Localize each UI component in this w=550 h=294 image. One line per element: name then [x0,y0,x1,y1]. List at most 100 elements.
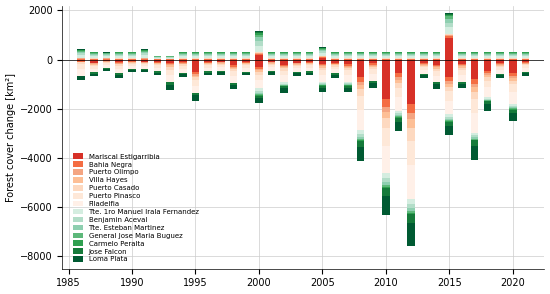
Bar [255,80,263,88]
Bar [217,59,224,60]
Bar [458,52,466,53]
Bar [369,66,377,67]
Bar [293,64,301,65]
Bar [205,62,212,63]
Bar [78,76,85,80]
Bar [230,54,238,55]
Bar [103,59,111,60]
Bar [255,88,263,91]
Bar [293,66,301,68]
Bar [78,60,85,61]
Bar [293,60,301,63]
Bar [344,64,351,66]
Bar [179,59,186,60]
Bar [369,55,377,56]
Bar [90,74,98,76]
Bar [268,65,276,67]
Bar [408,208,415,211]
Bar [128,69,136,70]
Bar [128,70,136,72]
Bar [331,55,339,56]
Bar [280,54,288,55]
Bar [483,99,491,100]
Bar [128,59,136,60]
Bar [408,165,415,199]
Bar [446,84,453,87]
Bar [496,53,504,54]
Bar [179,55,186,56]
Bar [433,60,441,65]
Bar [471,135,478,137]
Bar [318,56,326,57]
Bar [141,70,149,72]
Bar [90,69,98,72]
Bar [382,118,389,128]
Bar [255,41,263,46]
Bar [268,54,276,55]
Bar [395,88,402,97]
Bar [217,67,224,71]
Bar [344,84,351,85]
Bar [306,62,313,63]
Bar [230,83,238,85]
Bar [306,73,313,75]
Bar [433,59,441,60]
Bar [408,59,415,60]
Bar [293,63,301,64]
Bar [78,52,85,53]
Bar [408,141,415,165]
Bar [483,77,491,81]
Bar [458,84,466,88]
Bar [408,55,415,56]
Bar [141,55,149,58]
Bar [344,54,351,55]
Bar [433,82,441,84]
Bar [268,55,276,56]
Bar [217,53,224,54]
Bar [191,74,199,76]
Bar [191,56,199,58]
Bar [191,54,199,55]
Bar [446,60,453,77]
Bar [306,63,313,64]
Bar [128,54,136,55]
Bar [496,56,504,58]
Bar [446,34,453,35]
Bar [331,54,339,55]
Bar [141,63,149,64]
Bar [408,204,415,208]
Bar [179,74,186,77]
Bar [408,211,415,213]
Bar [471,140,478,146]
Bar [141,59,149,60]
Bar [268,52,276,53]
Bar [103,61,111,62]
Bar [318,70,326,75]
Bar [458,64,466,66]
Bar [255,31,263,32]
Bar [471,137,478,138]
Bar [369,59,377,60]
Bar [230,59,238,60]
Bar [128,56,136,58]
Bar [243,59,250,60]
Bar [369,63,377,65]
Bar [483,59,491,60]
Bar [496,67,504,70]
Bar [369,56,377,58]
Bar [217,60,224,62]
Bar [521,55,529,56]
Bar [483,56,491,58]
Bar [446,81,453,84]
Bar [408,54,415,55]
Bar [509,59,516,60]
Bar [408,53,415,54]
Bar [103,52,111,53]
Bar [153,71,161,73]
Bar [141,60,149,62]
Bar [191,55,199,56]
Bar [344,88,351,92]
Bar [471,87,478,92]
Bar [217,52,224,53]
Bar [331,65,339,67]
